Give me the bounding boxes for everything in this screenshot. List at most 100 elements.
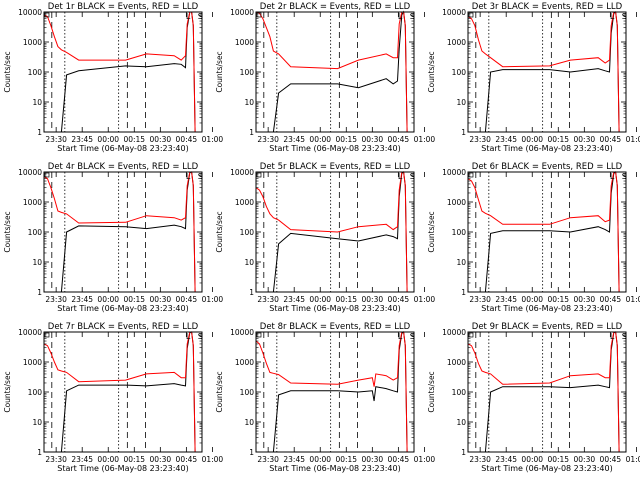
y-tick-label: 100 <box>452 228 467 237</box>
x-tick-label: 23:45 <box>495 135 517 144</box>
marker-label-l: L <box>398 12 403 21</box>
marker-label-s: S <box>410 172 415 181</box>
x-tick-label: 23:45 <box>71 455 93 464</box>
marker-label-l: L <box>186 12 191 21</box>
lld-series-line <box>43 331 202 453</box>
panel-title: Det 2r BLACK = Events, RED = LLD <box>260 2 411 12</box>
y-tick-label: 10 <box>456 258 466 267</box>
plot-frame <box>255 11 415 133</box>
x-tick-label: 00:45 <box>176 455 198 464</box>
y-axis-label: Counts/sec <box>215 371 224 412</box>
plot-frame <box>467 171 627 293</box>
x-tick-label: 00:00 <box>309 295 331 304</box>
x-tick-label: 00:30 <box>574 135 596 144</box>
corner-marker <box>256 172 262 178</box>
y-tick-label: 1000 <box>23 38 42 47</box>
detector-panel: Det 9r BLACK = Events, RED = LLD 1 10 100 10… <box>427 322 640 473</box>
x-tick-label: 23:30 <box>45 455 67 464</box>
y-tick-label: 10000 <box>18 8 42 17</box>
lld-series-line <box>43 171 202 293</box>
x-tick-label: 00:30 <box>362 295 384 304</box>
x-tick-label: 00:30 <box>574 455 596 464</box>
x-tick-label: 00:30 <box>150 135 172 144</box>
lld-series-line <box>255 331 414 453</box>
x-tick-label: 00:45 <box>600 295 622 304</box>
x-tick-label: 00:45 <box>176 135 198 144</box>
panel-title: Det 9r BLACK = Events, RED = LLD <box>472 322 623 332</box>
panel-title: Det 8r BLACK = Events, RED = LLD <box>260 322 411 332</box>
x-tick-label: 00:15 <box>123 455 145 464</box>
x-tick-label: 23:30 <box>257 455 279 464</box>
x-axis-label: Start Time (06-May-08 23:23:40) <box>57 144 188 153</box>
x-tick-label: 23:30 <box>45 135 67 144</box>
y-tick-label: 1 <box>461 288 466 297</box>
y-tick-label: 100 <box>28 68 43 77</box>
y-tick-label: 1000 <box>235 198 254 207</box>
corner-marker <box>44 332 50 338</box>
y-axis-label: Counts/sec <box>215 211 224 252</box>
x-tick-label: 23:30 <box>257 135 279 144</box>
events-series-line <box>256 331 414 453</box>
x-tick-label: 23:45 <box>283 295 305 304</box>
y-tick-label: 1 <box>249 128 254 137</box>
x-tick-label: 00:15 <box>123 135 145 144</box>
y-axis-label: Counts/sec <box>215 51 224 92</box>
x-tick-label: 00:00 <box>97 455 119 464</box>
detector-panel: Det 7r BLACK = Events, RED = LLD 1 10 100 10… <box>3 322 223 473</box>
events-series-line <box>468 331 626 453</box>
x-tick-label: 01:00 <box>414 455 436 464</box>
x-tick-label: 23:30 <box>469 135 491 144</box>
lld-series-line <box>255 11 414 133</box>
x-tick-label: 00:00 <box>521 455 543 464</box>
y-tick-label: 100 <box>240 68 255 77</box>
y-tick-label: 1 <box>461 448 466 457</box>
marker-label-l: L <box>610 172 615 181</box>
x-tick-label: 23:30 <box>469 295 491 304</box>
y-tick-label: 100 <box>452 68 467 77</box>
marker-label-s: S <box>410 332 415 341</box>
x-tick-label: 00:45 <box>388 135 410 144</box>
y-tick-label: 1000 <box>447 198 466 207</box>
y-tick-label: 1 <box>461 128 466 137</box>
y-axis-label: Counts/sec <box>3 211 12 252</box>
y-tick-label: 10000 <box>442 168 466 177</box>
detector-panel: Det 5r BLACK = Events, RED = LLD 1 10 100 10… <box>215 162 435 313</box>
detector-panel: Det 6r BLACK = Events, RED = LLD 1 10 100 10… <box>427 162 640 313</box>
x-tick-label: 23:45 <box>71 135 93 144</box>
y-tick-label: 1000 <box>447 358 466 367</box>
y-tick-label: 1000 <box>23 358 42 367</box>
x-tick-label: 01:00 <box>626 295 640 304</box>
x-tick-label: 00:00 <box>97 295 119 304</box>
x-tick-label: 01:00 <box>202 135 224 144</box>
y-tick-label: 10 <box>244 98 254 107</box>
x-tick-label: 01:00 <box>414 135 436 144</box>
marker-label-l: L <box>398 332 403 341</box>
corner-marker <box>468 12 474 18</box>
x-tick-label: 00:45 <box>388 455 410 464</box>
plot-frame <box>255 331 415 453</box>
x-tick-label: 23:30 <box>469 455 491 464</box>
y-tick-label: 1000 <box>23 198 42 207</box>
x-axis-label: Start Time (06-May-08 23:23:40) <box>481 304 612 313</box>
y-tick-label: 10 <box>244 258 254 267</box>
y-tick-label: 10 <box>456 98 466 107</box>
x-tick-label: 00:00 <box>521 295 543 304</box>
panel-title: Det 1r BLACK = Events, RED = LLD <box>48 2 199 12</box>
x-tick-label: 00:15 <box>123 295 145 304</box>
y-tick-label: 10 <box>244 418 254 427</box>
marker-label-s: S <box>198 172 203 181</box>
x-tick-label: 23:30 <box>45 295 67 304</box>
y-tick-label: 10000 <box>230 8 254 17</box>
x-axis-label: Start Time (06-May-08 23:23:40) <box>481 464 612 473</box>
marker-label-l: L <box>398 172 403 181</box>
x-tick-label: 00:15 <box>547 135 569 144</box>
y-axis-label: Counts/sec <box>3 371 12 412</box>
x-tick-label: 00:30 <box>150 295 172 304</box>
x-tick-label: 00:45 <box>600 455 622 464</box>
x-tick-label: 00:30 <box>150 455 172 464</box>
y-tick-label: 1000 <box>235 38 254 47</box>
x-tick-label: 01:00 <box>626 455 640 464</box>
marker-label-l: L <box>610 332 615 341</box>
x-tick-label: 00:30 <box>362 455 384 464</box>
events-series-line <box>256 10 414 133</box>
